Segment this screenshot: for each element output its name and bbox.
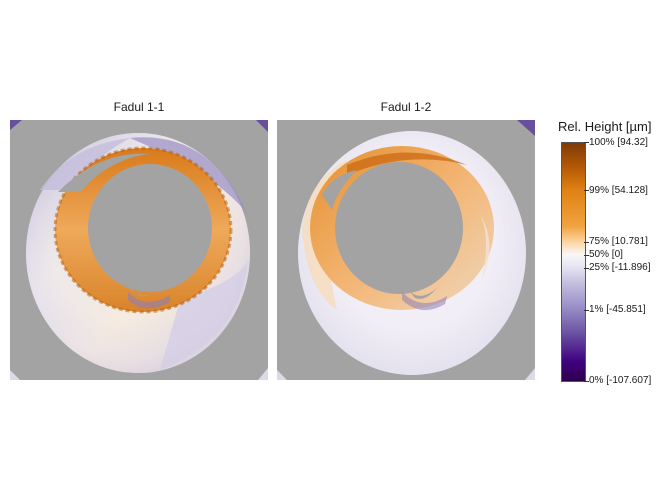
legend-tick-0: 0% [-107.607] — [589, 375, 652, 386]
colorbar — [561, 142, 586, 382]
center-hole — [88, 164, 212, 292]
legend-title: Rel. Height [µm] — [558, 119, 652, 134]
surface-map-panel-2 — [277, 120, 535, 380]
legend-tick-99: 99% [54.128] — [589, 185, 648, 196]
legend-tick-1: 1% [-45.851] — [589, 304, 646, 315]
legend-tick-25: 25% [-11.896] — [589, 262, 651, 273]
center-hole — [335, 162, 463, 294]
panel-title-2: Fadul 1-2 — [380, 100, 432, 114]
panel-title-1: Fadul 1-1 — [113, 100, 165, 114]
legend-tick-50: 50% [0] — [589, 249, 623, 260]
legend-tick-75: 75% [10.781] — [589, 236, 648, 247]
legend-tick-100: 100% [94.32] — [589, 137, 648, 148]
surface-map-panel-1 — [10, 120, 268, 380]
